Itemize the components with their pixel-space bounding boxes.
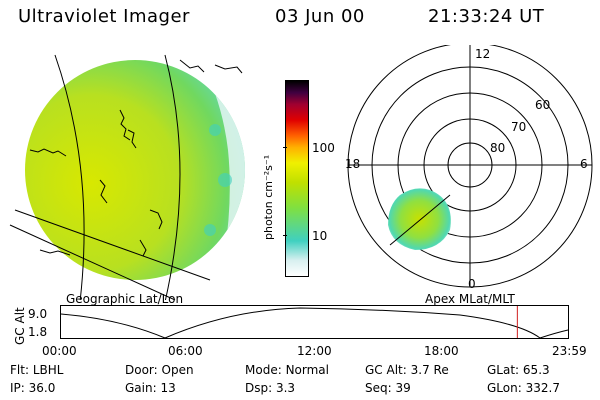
altitude-xtick-1: 06:00 bbox=[168, 344, 203, 358]
altitude-plot bbox=[60, 305, 569, 339]
instrument-title: Ultraviolet Imager bbox=[18, 6, 190, 27]
mlt-label-12: 12 bbox=[475, 47, 491, 61]
altitude-ylabel: GC Alt bbox=[13, 307, 27, 345]
mlt-label-18: 18 bbox=[345, 157, 361, 171]
altitude-xtick-3: 18:00 bbox=[424, 344, 459, 358]
footer-ip: IP: 36.0 bbox=[10, 381, 56, 395]
lat-lon-grid bbox=[9, 54, 211, 300]
aurora-oval bbox=[388, 188, 451, 250]
altitude-ytick-top: 9.0 bbox=[28, 307, 48, 321]
lat-label-60: 60 bbox=[535, 98, 551, 112]
emission-disk bbox=[25, 60, 245, 280]
footer-glat: GLat: 65.3 bbox=[487, 363, 550, 377]
colorbar-tick-label-100: 100 bbox=[312, 141, 335, 155]
footer-flt: Flt: LBHL bbox=[10, 363, 64, 377]
colorbar-tick-10 bbox=[283, 235, 287, 236]
altitude-ytick-bottom: 1.8 bbox=[28, 325, 48, 339]
image-time: 21:33:24 UT bbox=[428, 6, 545, 27]
colorbar bbox=[285, 80, 309, 277]
footer-seq: Seq: 39 bbox=[365, 381, 411, 395]
lat-label-80: 80 bbox=[490, 141, 506, 155]
altitude-xtick-2: 12:00 bbox=[297, 344, 332, 358]
footer-gain: Gain: 13 bbox=[125, 381, 176, 395]
footer-dsp: Dsp: 3.3 bbox=[245, 381, 296, 395]
coastlines bbox=[29, 59, 243, 257]
footer-door: Door: Open bbox=[125, 363, 194, 377]
polar-plot bbox=[347, 45, 593, 288]
footer-gc-alt: GC Alt: 3.7 Re bbox=[365, 363, 449, 377]
mlt-label-6: 6 bbox=[580, 157, 588, 171]
colorbar-tick-100 bbox=[283, 147, 287, 148]
mlt-label-0: 0 bbox=[468, 277, 476, 291]
altitude-xtick-4: 23:59 bbox=[552, 344, 587, 358]
footer-mode: Mode: Normal bbox=[245, 363, 329, 377]
geographic-caption: Geographic Lat/Lon bbox=[66, 292, 184, 306]
polar-grid bbox=[347, 45, 593, 288]
geographic-image bbox=[9, 54, 245, 300]
altitude-xtick-0: 00:00 bbox=[42, 344, 77, 358]
lat-label-70: 70 bbox=[511, 120, 527, 134]
colorbar-unit-label: photon cm⁻²s⁻¹ bbox=[262, 154, 275, 240]
colorbar-tick-label-10: 10 bbox=[312, 229, 328, 243]
altitude-curve bbox=[60, 307, 569, 339]
image-date: 03 Jun 00 bbox=[275, 6, 365, 27]
footer-glon: GLon: 332.7 bbox=[487, 381, 560, 395]
apex-caption: Apex MLat/MLT bbox=[425, 292, 515, 306]
